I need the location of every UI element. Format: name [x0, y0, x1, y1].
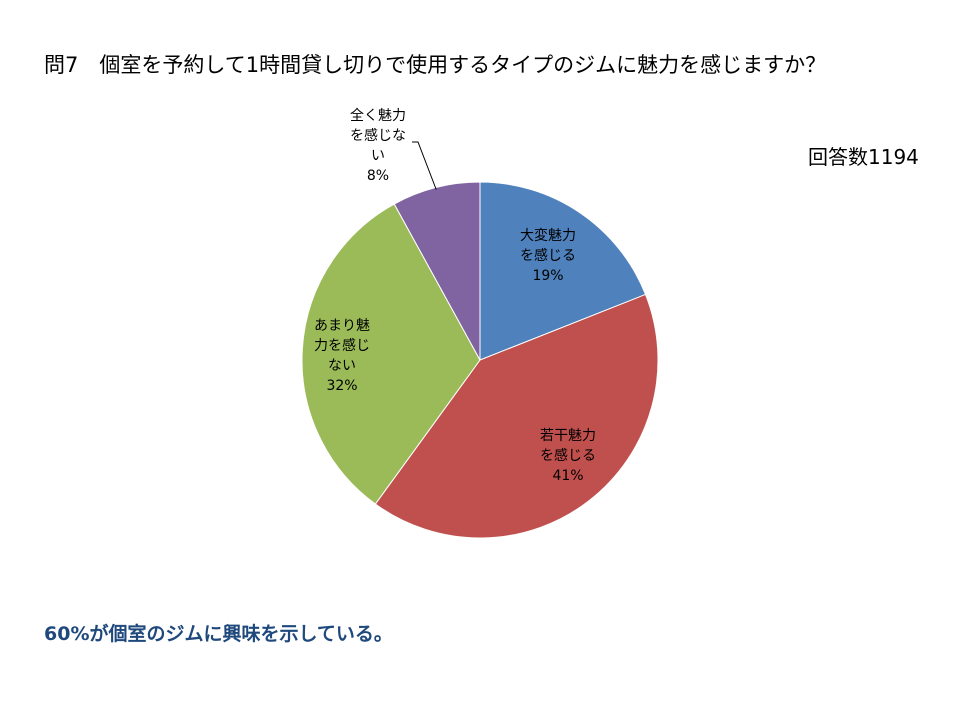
slice-percent-not-at-all: 8%: [367, 168, 389, 184]
slice-percent-slightly: 41%: [552, 468, 583, 484]
slide-title: 問7 個室を予約して1時間貸し切りで使用するタイプのジムに魅力を感じますか？: [44, 53, 827, 77]
slice-label-line-not-at-all: を感じな: [350, 127, 406, 144]
slice-label-line-not-much: あまり魅: [314, 318, 370, 334]
slice-label-line-slightly: 若干魅力: [540, 428, 596, 444]
slice-percent-not-much: 32%: [326, 378, 357, 394]
pie-slice-not-much: [301, 203, 481, 505]
slice-label-line-very: を感じる: [520, 247, 576, 264]
slice-label-line-not-much: ない: [328, 358, 356, 374]
leader-line-not-at-all: [412, 141, 437, 190]
slice-label-line-not-much: 力を感じ: [314, 337, 370, 354]
pie-slice-slightly: [374, 293, 659, 539]
slice-label-line-not-at-all: い: [371, 148, 385, 164]
response-count: 回答数1194: [808, 145, 919, 169]
slice-label-line-very: 大変魅力: [520, 227, 576, 244]
slice-label-line-slightly: を感じる: [540, 447, 596, 464]
slice-label-line-not-at-all: 全く魅力: [350, 107, 406, 124]
summary-text: 60%が個室のジムに興味を示している。: [44, 623, 393, 645]
slice-percent-very: 19%: [532, 268, 563, 284]
pie-slice-very: [479, 181, 647, 361]
